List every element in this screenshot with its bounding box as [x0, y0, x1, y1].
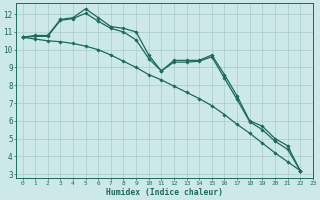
- X-axis label: Humidex (Indice chaleur): Humidex (Indice chaleur): [106, 188, 223, 197]
